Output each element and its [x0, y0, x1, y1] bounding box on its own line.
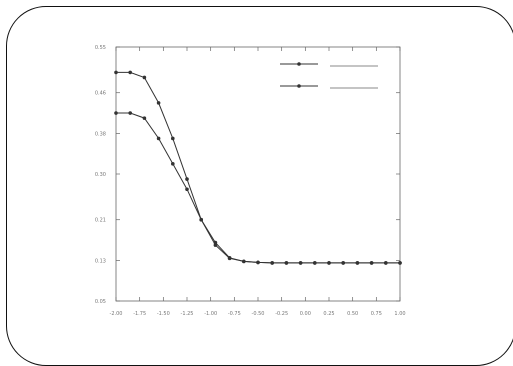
x-tick-label: -1.75	[133, 311, 146, 317]
series-1-point	[142, 75, 147, 80]
series-2-point	[156, 136, 161, 141]
series-1-point	[156, 101, 161, 105]
series-1-point	[185, 177, 189, 181]
series-2-point	[369, 261, 374, 265]
x-tick-label: -0.75	[228, 311, 241, 317]
series-1-line	[116, 71, 400, 264]
series-2-point	[128, 111, 132, 115]
series-2-point	[199, 217, 203, 222]
x-tick-label: -1.00	[204, 311, 217, 317]
series-2-point	[256, 260, 260, 265]
x-tick-label: 0.50	[347, 311, 358, 317]
series-2-point	[171, 162, 175, 166]
series-1-point	[128, 70, 132, 75]
y-tick-label: 0.30	[95, 172, 106, 178]
legend-marker-1	[297, 62, 301, 66]
y-tick-label: 0.46	[95, 91, 106, 97]
series-2-point	[341, 261, 346, 265]
series-2-point	[185, 187, 189, 192]
series-2-point	[327, 261, 331, 265]
line-chart: -2.00 -1.75 -1.50 -1.25 -1.00 -0.75 -0.50 -0.25…	[95, 45, 406, 317]
series-1-point	[213, 243, 218, 247]
x-tick-label: -0.50	[252, 311, 265, 317]
series-2-point	[398, 261, 402, 265]
series-2-point	[355, 261, 360, 265]
series-2-point	[142, 116, 147, 120]
series-2-point	[270, 261, 275, 265]
x-tick-label: 0.25	[323, 311, 334, 317]
series-2-point	[227, 256, 232, 260]
series-2-point	[284, 261, 289, 265]
figure-frame	[6, 6, 513, 366]
y-tick-label: 0.21	[95, 218, 106, 224]
y-tick-label: 0.13	[95, 258, 106, 264]
y-tick-label: 0.38	[95, 131, 106, 137]
series-2-line	[116, 112, 400, 264]
series-2-point	[313, 261, 317, 265]
x-tick-label: -1.25	[181, 311, 194, 317]
chart-lines	[116, 71, 400, 264]
series-1-point	[171, 136, 175, 141]
x-tick-label: 0.75	[371, 311, 382, 317]
series-2-point	[242, 259, 246, 264]
series-2-point	[213, 240, 218, 245]
chart-markers	[114, 70, 402, 265]
y-tick-label: 0.05	[95, 299, 106, 305]
x-tick-label: 1.00	[394, 311, 405, 317]
series-2-point	[384, 261, 388, 265]
chart-legend	[280, 62, 378, 89]
x-tick-label: 0.00	[300, 311, 311, 317]
x-tick-label: -1.50	[157, 311, 170, 317]
series-1-point	[114, 70, 118, 75]
chart-ticks: -2.00 -1.75 -1.50 -1.25 -1.00 -0.75 -0.50 -0.25…	[95, 45, 406, 317]
legend-marker-2	[297, 84, 301, 88]
y-tick-label: 0.55	[95, 45, 106, 51]
x-tick-label: -2.00	[110, 311, 123, 317]
series-2-point	[298, 261, 303, 265]
x-tick-label: -0.25	[275, 311, 288, 317]
series-2-point	[114, 111, 118, 115]
